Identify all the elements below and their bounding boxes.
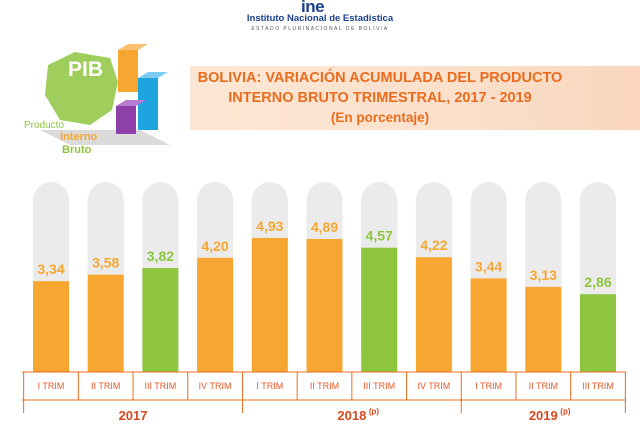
bar: [251, 237, 288, 372]
pib-logo-graphic: [40, 44, 170, 145]
bar: [525, 286, 562, 372]
year-note: (p): [560, 407, 571, 416]
bar: [306, 238, 343, 372]
pib-acronym: PIB: [68, 58, 104, 81]
org-name: Instituto Nacional de Estadística: [246, 13, 394, 24]
x-tick-label: IV TRIM: [199, 381, 232, 391]
bar-value-label: 4,89: [311, 219, 338, 235]
bar-value-label: 4,57: [366, 228, 393, 244]
x-tick-label: III TRIM: [582, 381, 614, 391]
pib-logo: PIB Producto Interno Bruto: [20, 40, 180, 160]
bar: [415, 257, 452, 372]
bar-value-label: 3,34: [37, 261, 64, 277]
logo-text-bruto: Bruto: [62, 144, 92, 156]
bar-value-label: 3,44: [475, 258, 502, 274]
bar: [33, 281, 69, 372]
x-tick-label: II TRIM: [91, 381, 120, 391]
bar-value-label: 2,86: [584, 274, 611, 290]
chart-title: BOLIVIA: VARIACIÓN ACUMULADA DEL PRODUCT…: [190, 68, 570, 128]
chart-title-line2: INTERNO BRUTO TRIMESTRAL, 2017 - 2019: [228, 90, 532, 106]
bar: [87, 274, 124, 372]
x-tick-label: III TRIM: [363, 381, 395, 391]
bar-value-label: 4,93: [256, 218, 283, 234]
x-tick-label: I TRIM: [38, 381, 65, 391]
title-band: [190, 66, 640, 130]
year-note: (p): [369, 407, 380, 416]
logo-text-producto: Producto: [24, 120, 65, 131]
header: ine Instituto Nacional de Estadística ES…: [0, 0, 640, 40]
x-tick-label: II TRIM: [310, 381, 339, 391]
bar: [580, 294, 616, 372]
bar-value-label: 4,20: [201, 238, 228, 254]
bar: [197, 257, 234, 372]
year-label: 2017: [119, 408, 148, 423]
chart-title-line1: BOLIVIA: VARIACIÓN ACUMULADA DEL PRODUCT…: [197, 70, 563, 86]
year-label: 2019: [529, 408, 558, 423]
bar-value-label: 3,58: [92, 255, 119, 271]
ine-logo: ine: [301, 0, 325, 16]
bar: [142, 268, 179, 372]
bar-value-label: 3,13: [530, 267, 557, 283]
bar: [361, 247, 398, 372]
x-tick-label: I TRIM: [475, 381, 502, 391]
org-subtitle: ESTADO PLURINACIONAL DE BOLIVIA: [251, 26, 389, 32]
x-tick-label: IV TRIM: [417, 381, 450, 391]
bar: [470, 278, 507, 372]
x-tick-label: III TRIM: [144, 381, 176, 391]
logo-text-interno: Interno: [60, 131, 98, 143]
bar-value-label: 4,22: [420, 237, 447, 253]
bar-value-label: 3,82: [147, 248, 174, 264]
x-tick-label: I TRIM: [256, 381, 283, 391]
bar-chart: 3,34 3,58 3,82 4,20 4,93 4,89 4,57 4,22 3,44 3,13…: [22, 182, 626, 423]
chart-subtitle: (En porcentaje): [330, 110, 430, 125]
x-tick-label: II TRIM: [529, 381, 558, 391]
year-label: 2018: [337, 408, 366, 423]
